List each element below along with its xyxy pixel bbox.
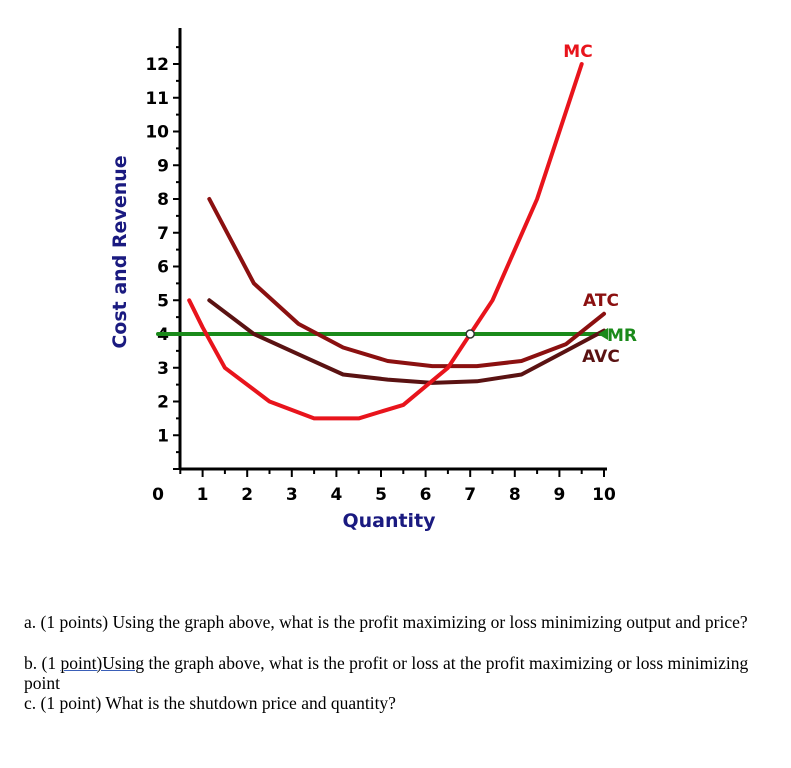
chart-axes: [178, 28, 607, 471]
series-avc-line: [207, 298, 606, 385]
x-tick-label: 0: [152, 485, 164, 505]
question-b: b. (1 point)Using the graph above, what …: [24, 653, 784, 693]
question-c: c. (1 point) What is the shutdown price …: [24, 693, 396, 713]
x-tick-label: 3: [286, 485, 298, 505]
y-tick-label: 2: [157, 393, 169, 413]
y-tick-label: 10: [145, 123, 169, 143]
x-tick-label: 7: [464, 485, 476, 505]
chart-series: [156, 62, 608, 421]
series-label-atc: ATC: [583, 291, 619, 311]
y-tick-label: 5: [157, 291, 169, 311]
y-tick-label: 6: [157, 258, 169, 278]
y-tick-label: 3: [157, 359, 169, 379]
series-label-mr: MR: [607, 326, 637, 346]
x-tick-label: 9: [553, 485, 565, 505]
y-tick-label: 8: [157, 190, 169, 210]
y-axis-title: Cost and Revenue: [109, 155, 131, 348]
series-label-avc: AVC: [582, 347, 620, 367]
y-tick-label: 7: [157, 224, 169, 244]
x-tick-label: 6: [420, 485, 432, 505]
y-tick-label: 1: [157, 426, 169, 446]
question-b-prefix: b. (1: [24, 653, 61, 673]
x-tick-label: 4: [330, 485, 342, 505]
x-tick-label: 8: [509, 485, 521, 505]
y-tick-label: 12: [145, 55, 169, 75]
mr-arrowhead: [598, 328, 608, 340]
x-tick-label: 1: [197, 485, 209, 505]
questions-block: a. (1 points) Using the graph above, wha…: [24, 612, 784, 713]
series-atc-line: [207, 197, 606, 369]
x-tick-label: 2: [241, 485, 253, 505]
question-b-underlined: point)Using: [60, 653, 145, 673]
series-label-mc: MC: [563, 42, 592, 62]
intersection-point: [465, 329, 475, 339]
x-tick-label: 10: [592, 485, 616, 505]
series-mc-line: [187, 62, 584, 421]
y-tick-label: 9: [157, 156, 169, 176]
x-axis-title: Quantity: [342, 510, 436, 532]
y-tick-label: 11: [145, 89, 169, 109]
x-tick-label: 5: [375, 485, 387, 505]
question-b-suffix: the graph above, what is the profit or l…: [24, 653, 749, 693]
question-a: a. (1 points) Using the graph above, wha…: [24, 612, 748, 632]
